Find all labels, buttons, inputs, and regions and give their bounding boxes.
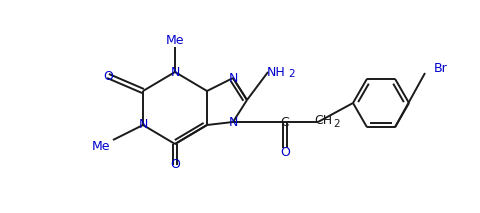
Text: Me: Me [166, 35, 184, 47]
Text: C: C [280, 115, 289, 128]
Text: CH: CH [313, 114, 331, 127]
Text: Br: Br [433, 62, 447, 75]
Text: N: N [138, 118, 147, 131]
Text: N: N [228, 115, 237, 128]
Text: N: N [228, 72, 237, 85]
Text: 2: 2 [333, 119, 340, 129]
Text: 2: 2 [288, 69, 295, 79]
Text: NH: NH [266, 66, 285, 79]
Text: Me: Me [92, 141, 110, 154]
Text: N: N [170, 66, 180, 79]
Text: O: O [103, 69, 113, 82]
Text: O: O [170, 158, 180, 171]
Text: O: O [279, 147, 289, 160]
